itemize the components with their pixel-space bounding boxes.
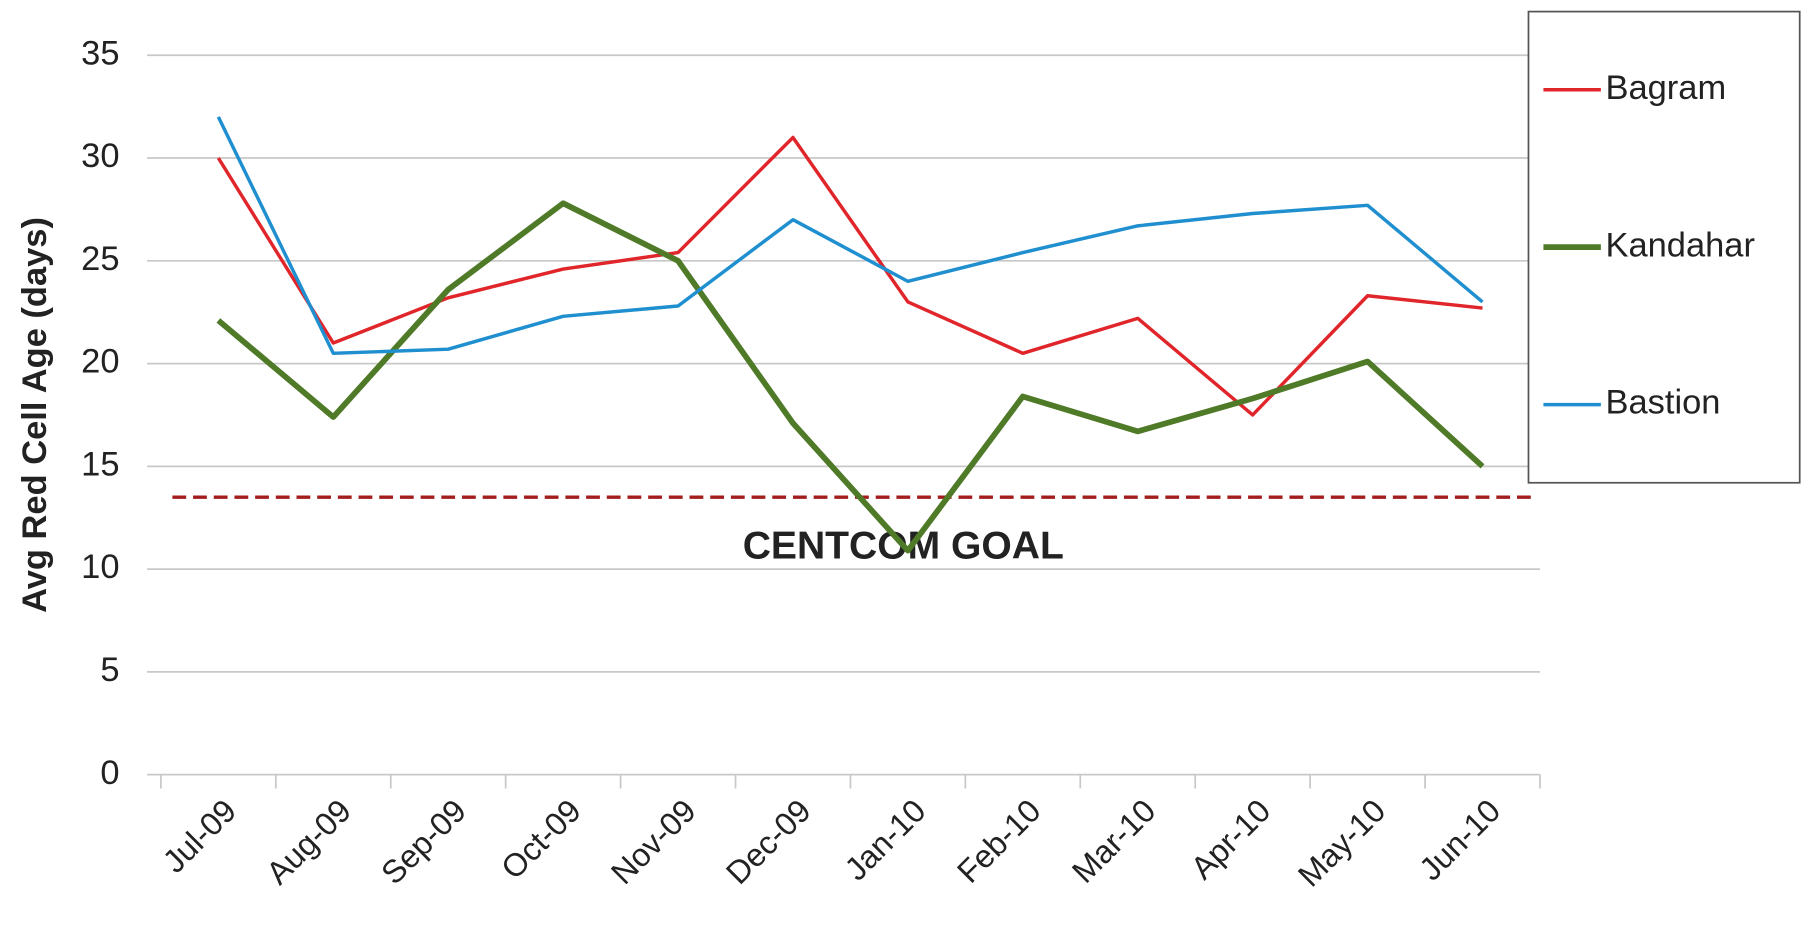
y-tick-label: 15 [81,445,119,483]
y-tick-label: 35 [81,34,119,72]
x-tick-label: Jan-10 [838,792,933,887]
x-tick-label: Dec-09 [719,792,818,891]
x-tick-label: Oct-09 [494,792,588,886]
series-line [216,135,1483,417]
y-axis-title: Avg Red Cell Age (days) [16,217,54,613]
x-tick-label: Jul-09 [156,792,243,879]
series-line [216,200,1485,554]
legend-label: Kandahar [1605,226,1755,264]
x-tick-label: Feb-10 [950,792,1048,890]
y-tick-label: 20 [81,343,119,381]
x-tick-label: May-10 [1291,792,1392,893]
y-tick-label: 5 [100,651,119,689]
x-tick-label: Aug-09 [259,792,358,891]
legend-label: Bagram [1605,69,1726,107]
x-tick-label: Mar-10 [1065,792,1162,889]
x-tick-label: Jun-10 [1412,792,1507,887]
legend-label: Bastion [1605,384,1720,422]
y-tick-label: 10 [81,548,119,586]
x-tick-label: Apr-10 [1184,792,1278,886]
series-line [216,116,1484,356]
x-tick-label: Nov-09 [604,792,703,891]
y-tick-label: 0 [100,754,119,792]
y-tick-label: 25 [81,240,119,278]
y-tick-label: 30 [81,137,119,175]
x-tick-label: Sep-09 [374,792,473,891]
